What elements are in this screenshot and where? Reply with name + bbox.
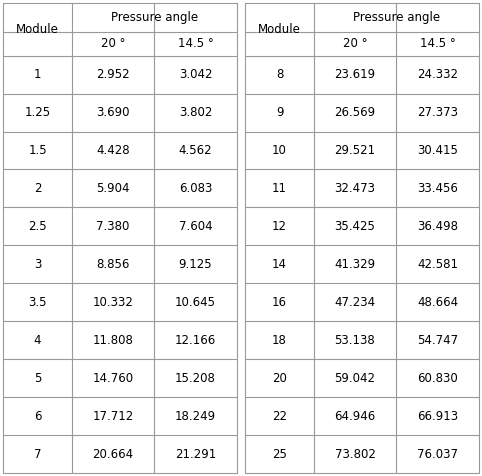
Text: 14.5 °: 14.5 ° <box>420 38 455 50</box>
Text: 59.042: 59.042 <box>335 372 375 385</box>
Text: 20 °: 20 ° <box>343 38 367 50</box>
Text: 8: 8 <box>276 68 283 81</box>
Text: 32.473: 32.473 <box>335 182 375 195</box>
Text: 3.042: 3.042 <box>179 68 212 81</box>
Text: 6.083: 6.083 <box>179 182 212 195</box>
Text: 3: 3 <box>34 258 41 271</box>
Text: 73.802: 73.802 <box>335 447 375 460</box>
Text: 3.802: 3.802 <box>179 106 212 119</box>
Text: 2.5: 2.5 <box>28 220 47 233</box>
Text: 66.913: 66.913 <box>417 409 458 423</box>
Text: 20: 20 <box>272 372 287 385</box>
Text: 3.5: 3.5 <box>28 296 47 309</box>
Text: 9.125: 9.125 <box>179 258 212 271</box>
Text: 53.138: 53.138 <box>335 334 375 347</box>
Text: 10.332: 10.332 <box>93 296 134 309</box>
Text: 35.425: 35.425 <box>335 220 375 233</box>
Text: Pressure angle: Pressure angle <box>111 11 198 24</box>
Text: 10: 10 <box>272 144 287 157</box>
Text: 76.037: 76.037 <box>417 447 458 460</box>
Text: 6: 6 <box>34 409 41 423</box>
Text: 20 °: 20 ° <box>101 38 125 50</box>
Text: 27.373: 27.373 <box>417 106 458 119</box>
Text: 48.664: 48.664 <box>417 296 458 309</box>
Text: 47.234: 47.234 <box>335 296 375 309</box>
Text: 54.747: 54.747 <box>417 334 458 347</box>
Text: 14: 14 <box>272 258 287 271</box>
Text: Module: Module <box>258 23 301 36</box>
Text: 4.428: 4.428 <box>96 144 130 157</box>
Text: 17.712: 17.712 <box>93 409 134 423</box>
Text: 23.619: 23.619 <box>335 68 375 81</box>
Text: 18.249: 18.249 <box>175 409 216 423</box>
Text: 5: 5 <box>34 372 41 385</box>
Text: 2.952: 2.952 <box>96 68 130 81</box>
Text: 14.5 °: 14.5 ° <box>177 38 214 50</box>
Text: 1.5: 1.5 <box>28 144 47 157</box>
Text: 36.498: 36.498 <box>417 220 458 233</box>
Text: 1: 1 <box>34 68 41 81</box>
Text: 5.904: 5.904 <box>96 182 130 195</box>
Text: 7.604: 7.604 <box>179 220 212 233</box>
Text: 16: 16 <box>272 296 287 309</box>
Text: 11.808: 11.808 <box>93 334 134 347</box>
Text: 8.856: 8.856 <box>96 258 130 271</box>
Text: 4.562: 4.562 <box>179 144 212 157</box>
Text: 30.415: 30.415 <box>417 144 458 157</box>
Text: 14.760: 14.760 <box>93 372 134 385</box>
Text: 21.291: 21.291 <box>175 447 216 460</box>
Text: 15.208: 15.208 <box>175 372 216 385</box>
Text: 41.329: 41.329 <box>335 258 375 271</box>
Text: 11: 11 <box>272 182 287 195</box>
Text: 25: 25 <box>272 447 287 460</box>
Text: Module: Module <box>16 23 59 36</box>
Text: 18: 18 <box>272 334 287 347</box>
Text: 64.946: 64.946 <box>335 409 375 423</box>
Text: 29.521: 29.521 <box>335 144 375 157</box>
Text: 7.380: 7.380 <box>96 220 130 233</box>
Text: 26.569: 26.569 <box>335 106 375 119</box>
Text: 24.332: 24.332 <box>417 68 458 81</box>
Text: 9: 9 <box>276 106 283 119</box>
Text: 60.830: 60.830 <box>417 372 458 385</box>
Text: 22: 22 <box>272 409 287 423</box>
Text: 20.664: 20.664 <box>93 447 134 460</box>
Text: 12: 12 <box>272 220 287 233</box>
Text: 42.581: 42.581 <box>417 258 458 271</box>
Text: 2: 2 <box>34 182 41 195</box>
Text: 7: 7 <box>34 447 41 460</box>
Text: Pressure angle: Pressure angle <box>353 11 440 24</box>
Text: 4: 4 <box>34 334 41 347</box>
Text: 10.645: 10.645 <box>175 296 216 309</box>
Text: 1.25: 1.25 <box>25 106 51 119</box>
Text: 12.166: 12.166 <box>175 334 216 347</box>
Text: 3.690: 3.690 <box>96 106 130 119</box>
Text: 33.456: 33.456 <box>417 182 458 195</box>
